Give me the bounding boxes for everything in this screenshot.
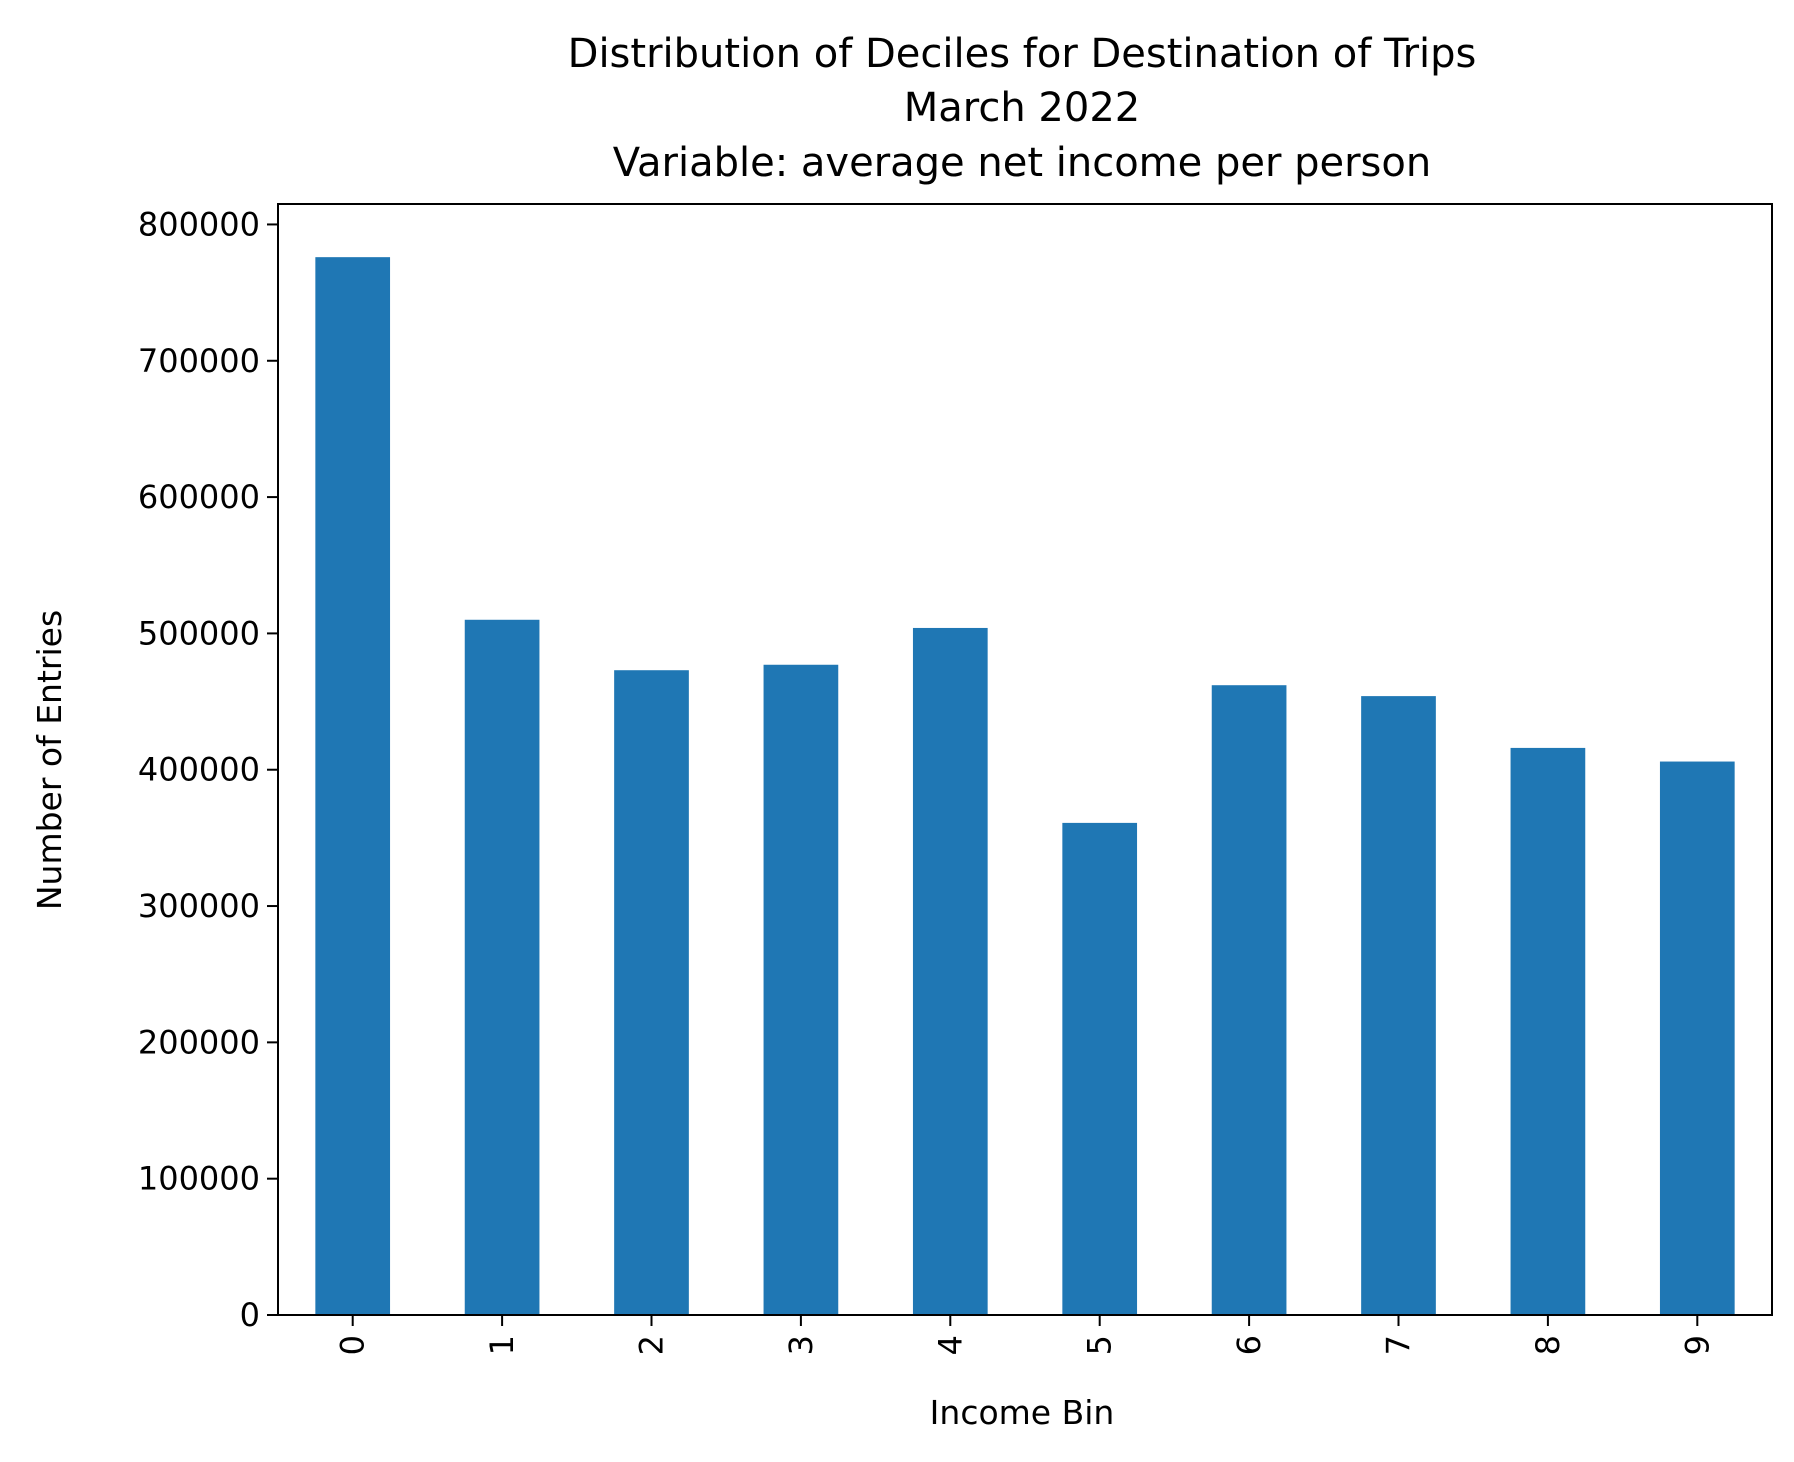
y-tick-label-3: 300000	[138, 887, 260, 925]
y-tick-label-5: 500000	[138, 614, 260, 652]
y-tick-label-1: 100000	[138, 1160, 260, 1198]
x-tick-label-0: 0	[334, 1335, 372, 1355]
chart-title-line-3: Variable: average net income per person	[613, 140, 1431, 186]
y-axis-ticks: 0 100000 200000 300000 400000 500000 600000 700…	[138, 205, 278, 1334]
y-tick-label-0: 0	[240, 1296, 260, 1334]
x-tick-label-1: 1	[483, 1335, 521, 1355]
chart-title-line-2: March 2022	[904, 85, 1140, 131]
y-tick-label-4: 400000	[138, 751, 260, 789]
bar-2	[614, 670, 689, 1315]
x-tick-label-2: 2	[633, 1335, 671, 1355]
bar-9	[1659, 761, 1735, 1315]
y-axis-label: Number of Entries	[30, 610, 69, 910]
bar-8	[1510, 747, 1586, 1315]
x-axis-label: Income Bin	[930, 1393, 1115, 1432]
x-tick-label-4: 4	[931, 1335, 969, 1355]
x-tick-label-5: 5	[1081, 1335, 1119, 1355]
plot-area-frame	[277, 203, 1773, 1316]
bar-5	[1062, 822, 1138, 1315]
y-tick-label-8: 800000	[138, 205, 260, 243]
bars-group	[315, 257, 1735, 1315]
x-tick-label-9: 9	[1678, 1335, 1716, 1355]
chart-title-line-1: Distribution of Deciles for Destination …	[568, 31, 1477, 77]
bar-4	[912, 627, 988, 1315]
chart-title: Distribution of Deciles for Destination …	[568, 31, 1477, 186]
x-tick-label-8: 8	[1529, 1335, 1567, 1355]
x-tick-label-3: 3	[782, 1335, 820, 1355]
bar-7	[1361, 696, 1436, 1315]
x-tick-label-6: 6	[1230, 1335, 1268, 1355]
bar-3	[763, 664, 839, 1315]
bar-0	[315, 257, 391, 1315]
bar-6	[1211, 685, 1287, 1315]
y-tick-label-7: 700000	[138, 342, 260, 380]
x-tick-label-7: 7	[1380, 1335, 1418, 1355]
bar-1	[464, 619, 540, 1315]
x-axis-ticks: 0 1 2 3 4 5 6 7 8 9	[334, 1315, 1716, 1355]
y-tick-label-2: 200000	[138, 1023, 260, 1061]
y-tick-label-6: 600000	[138, 478, 260, 516]
